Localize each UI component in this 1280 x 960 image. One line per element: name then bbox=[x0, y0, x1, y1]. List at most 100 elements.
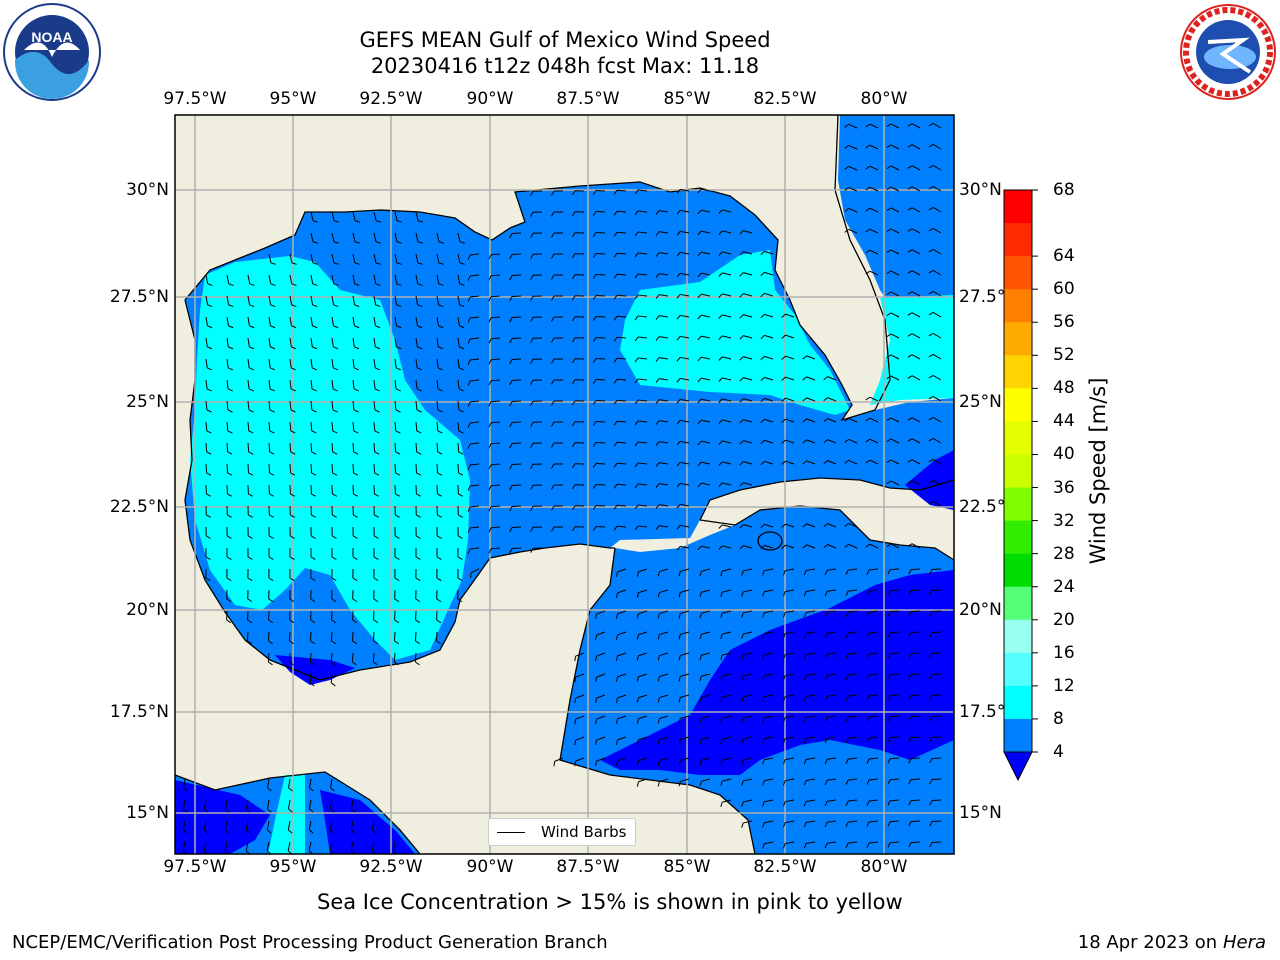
wind-barb-flag bbox=[865, 249, 871, 254]
wind-barb-flag bbox=[678, 592, 681, 598]
wind-barb bbox=[226, 337, 229, 347]
wind-barb bbox=[848, 673, 858, 676]
wind-barb-flag bbox=[739, 314, 744, 319]
wind-barb-flag bbox=[290, 472, 296, 476]
wind-barb-flag bbox=[887, 590, 891, 596]
wind-barb-flag bbox=[227, 472, 233, 476]
wind-barb-flag bbox=[352, 640, 357, 645]
wind-barb-flag bbox=[375, 220, 382, 223]
wind-barb-flag bbox=[678, 634, 681, 640]
wind-barb bbox=[764, 355, 774, 360]
wind-barb-flag bbox=[613, 399, 618, 405]
wind-barb-flag bbox=[781, 544, 786, 549]
wind-barb-flag bbox=[354, 367, 360, 371]
wind-barb bbox=[287, 820, 291, 830]
wind-barb bbox=[680, 272, 690, 276]
wind-zone-atlantic bbox=[838, 115, 954, 320]
wind-barb-flag bbox=[333, 220, 340, 223]
wind-barb-flag bbox=[290, 430, 296, 434]
wind-barb-flag bbox=[595, 718, 598, 725]
wind-barb-flag bbox=[206, 409, 212, 413]
wind-barb bbox=[595, 441, 606, 444]
wind-barb bbox=[827, 694, 837, 697]
wind-barb-flag bbox=[865, 186, 871, 191]
wind-barb bbox=[701, 715, 711, 719]
wind-barb-flag bbox=[269, 409, 275, 413]
wind-barb bbox=[490, 316, 501, 319]
wind-barb-flag bbox=[718, 293, 723, 298]
wind-barb-flag bbox=[678, 571, 681, 577]
wind-barb bbox=[267, 652, 270, 663]
colorbar-tick-label: 40 bbox=[1053, 444, 1075, 465]
wind-barb bbox=[310, 358, 313, 368]
wind-barb-flag bbox=[353, 409, 359, 413]
wind-barb bbox=[352, 253, 356, 263]
wind-barb-flag bbox=[802, 544, 807, 549]
wind-barb-flag bbox=[350, 829, 356, 834]
wind-barb-flag bbox=[415, 619, 421, 624]
wind-barb bbox=[911, 459, 921, 465]
wind-barb-flag bbox=[613, 231, 618, 237]
wind-barb bbox=[680, 293, 690, 297]
wind-barb bbox=[680, 545, 690, 549]
wind-barb-flag bbox=[697, 209, 702, 215]
wind-barb-flag bbox=[929, 821, 933, 827]
wind-barb bbox=[764, 292, 774, 297]
colorbar-tick-label: 16 bbox=[1053, 642, 1075, 663]
wind-barb-flag bbox=[551, 379, 555, 385]
wind-barb bbox=[659, 694, 669, 699]
wind-barb bbox=[330, 673, 333, 684]
wind-barb-flag bbox=[509, 275, 513, 281]
wind-barb-flag bbox=[803, 822, 807, 828]
wind-barb bbox=[392, 841, 396, 851]
wind-barb-flag bbox=[268, 640, 273, 645]
wind-barb bbox=[910, 820, 921, 823]
wind-barb-flag bbox=[206, 514, 211, 518]
wind-barb-flag bbox=[530, 359, 534, 364]
wind-barb bbox=[183, 778, 186, 788]
wind-barb-flag bbox=[333, 304, 339, 308]
wind-barb bbox=[617, 757, 627, 762]
wind-barb-flag bbox=[571, 505, 576, 511]
wind-barb-flag bbox=[697, 272, 702, 278]
wind-barb bbox=[680, 461, 690, 465]
wind-barb-flag bbox=[551, 190, 555, 196]
wind-barb-flag bbox=[676, 210, 681, 215]
wind-barb-flag bbox=[907, 249, 913, 253]
wind-barb-flag bbox=[697, 356, 702, 362]
wind-barb-flag bbox=[887, 737, 891, 743]
wind-barb-flag bbox=[467, 443, 471, 449]
wind-barb-flag bbox=[718, 482, 723, 487]
wind-barb-flag bbox=[697, 293, 702, 299]
wind-barb bbox=[869, 270, 879, 276]
wind-barb bbox=[205, 421, 208, 432]
wind-barb-flag bbox=[928, 354, 934, 358]
wind-barb-flag bbox=[312, 304, 318, 308]
wind-barb bbox=[722, 230, 732, 234]
wind-barb bbox=[827, 778, 837, 781]
wind-barb bbox=[806, 736, 816, 739]
wind-barb bbox=[595, 483, 606, 486]
wind-barb-flag bbox=[289, 619, 295, 624]
lat-tick-left: 25°N bbox=[126, 392, 169, 412]
wind-barb-flag bbox=[312, 262, 318, 265]
wind-barb bbox=[659, 568, 669, 573]
wind-barb bbox=[806, 631, 816, 634]
wind-barb-flag bbox=[928, 291, 934, 295]
wind-barb bbox=[869, 207, 879, 213]
wind-barb-flag bbox=[844, 460, 850, 464]
wind-barb-flag bbox=[760, 272, 765, 277]
wind-barb-flag bbox=[907, 375, 913, 379]
wind-barb-flag bbox=[333, 241, 339, 244]
wind-barb bbox=[596, 673, 606, 678]
run-date: 18 Apr 2023 on Hera bbox=[1078, 932, 1266, 953]
wind-barb-flag bbox=[781, 523, 786, 528]
wind-barb bbox=[869, 144, 879, 150]
wind-barb-flag bbox=[802, 355, 807, 360]
wind-barb bbox=[268, 253, 272, 263]
wind-barb bbox=[868, 715, 879, 718]
wind-barb-flag bbox=[636, 676, 639, 682]
wind-barb bbox=[869, 438, 879, 444]
wind-barb-flag bbox=[509, 401, 513, 407]
wind-barb bbox=[246, 631, 249, 642]
